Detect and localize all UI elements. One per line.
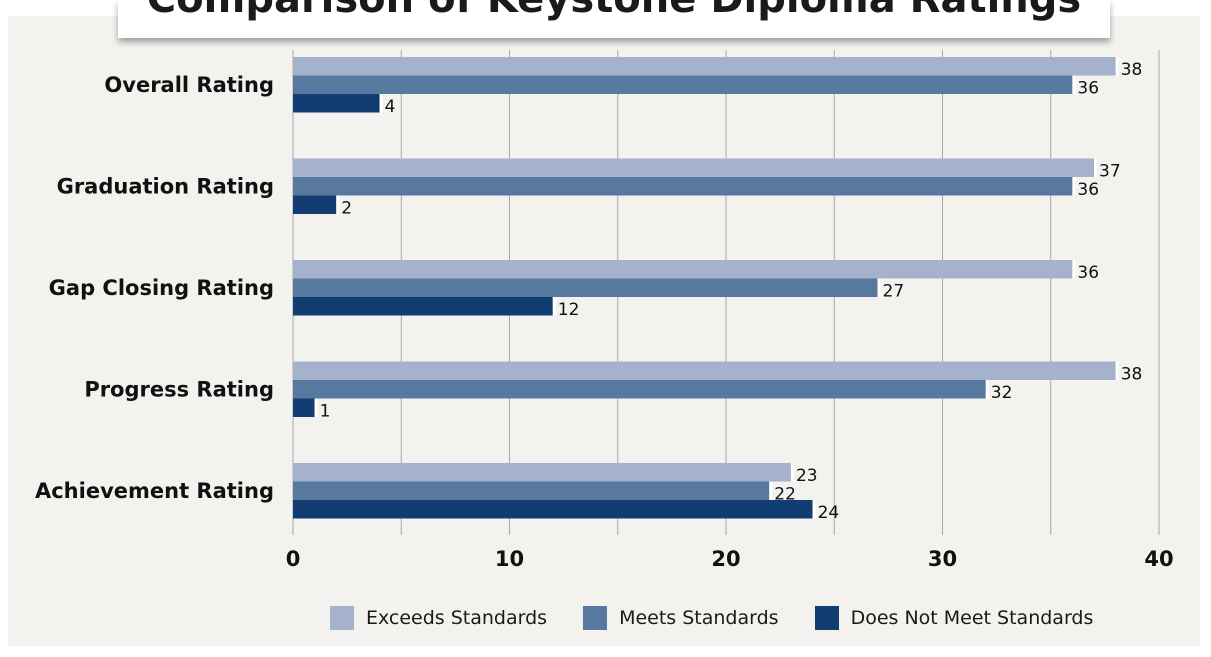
legend-swatch-exceeds	[330, 606, 354, 630]
value-label: 38	[1121, 365, 1143, 385]
x-tick-label: 10	[495, 547, 524, 571]
value-label: 27	[883, 282, 905, 302]
chart-panel	[8, 16, 1200, 646]
x-tick-label: 20	[711, 547, 740, 571]
bar-exceeds	[293, 463, 791, 482]
value-label: 36	[1077, 263, 1099, 283]
value-label: 22	[774, 485, 796, 505]
category-label: Achievement Rating	[35, 479, 274, 503]
value-label: 36	[1077, 180, 1099, 200]
legend-label-exceeds: Exceeds Standards	[366, 607, 548, 629]
value-label: 4	[385, 97, 396, 117]
value-label: 37	[1099, 162, 1121, 182]
legend-item-exceeds: Exceeds Standards	[330, 606, 547, 630]
bar-does-not-meet	[293, 195, 337, 214]
category-label: Progress Rating	[84, 377, 274, 401]
x-tick-label: 40	[1144, 547, 1173, 571]
bar-meets	[293, 177, 1073, 196]
value-label: 12	[558, 300, 580, 320]
bar-exceeds	[293, 361, 1116, 380]
legend-label-does-not-meet: Does Not Meet Standards	[850, 607, 1094, 629]
bar-exceeds	[293, 158, 1095, 177]
chart-title-box: Comparison of Keystone Diploma Ratings	[118, 0, 1110, 38]
category-label: Gap Closing Rating	[49, 276, 274, 300]
bar-does-not-meet	[293, 94, 380, 113]
category-label: Graduation Rating	[57, 174, 274, 198]
bar-meets	[293, 278, 878, 297]
bar-does-not-meet	[293, 297, 553, 316]
legend-item-does-not-meet: Does Not Meet Standards	[814, 606, 1094, 630]
category-label: Overall Rating	[104, 73, 274, 97]
value-label: 24	[818, 503, 840, 523]
value-label: 23	[796, 466, 818, 486]
bar-exceeds	[293, 260, 1073, 279]
value-label: 1	[320, 402, 331, 422]
value-label: 2	[341, 199, 352, 219]
legend-label-meets: Meets Standards	[619, 607, 779, 629]
bar-meets	[293, 75, 1073, 94]
bar-does-not-meet	[293, 398, 315, 417]
legend-item-meets: Meets Standards	[583, 606, 779, 630]
value-label: 32	[991, 383, 1013, 403]
bar-meets	[293, 481, 770, 500]
value-label: 38	[1121, 60, 1143, 80]
x-tick-label: 0	[286, 547, 301, 571]
bar-exceeds	[293, 57, 1116, 76]
chart-legend: Exceeds Standards Meets Standards Does N…	[330, 606, 1129, 630]
x-tick-label: 30	[928, 547, 957, 571]
chart-title: Comparison of Keystone Diploma Ratings	[118, 0, 1110, 22]
bar-does-not-meet	[293, 500, 813, 519]
bar-meets	[293, 380, 986, 399]
legend-swatch-does-not-meet	[814, 606, 839, 630]
legend-swatch-meets	[583, 606, 608, 630]
value-label: 36	[1077, 79, 1099, 99]
